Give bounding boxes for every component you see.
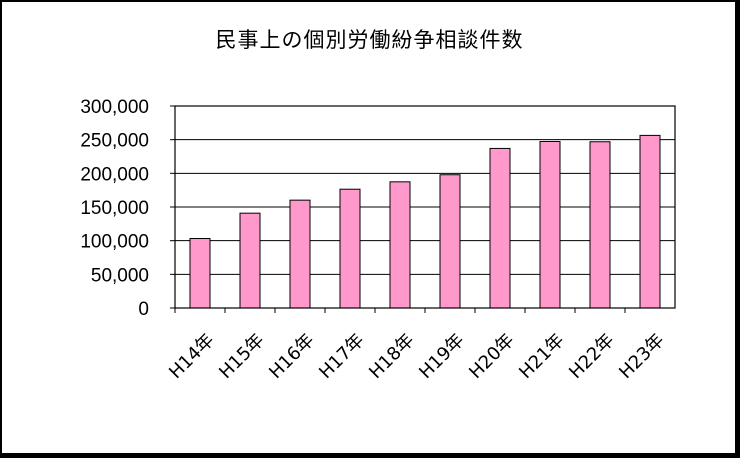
x-tick-label: H18年 (365, 330, 418, 383)
chart-title: 民事上の個別労働紛争相談件数 (215, 28, 524, 52)
bar-H21年 (539, 140, 561, 309)
x-tick-label: H20年 (465, 330, 518, 383)
x-tick-label: H17年 (315, 330, 368, 383)
bar-H23年 (639, 134, 661, 309)
y-tick-label: 100,000 (80, 232, 149, 253)
y-tick-label: 150,000 (80, 198, 149, 219)
bar-H17年 (339, 188, 361, 309)
x-tick-label: H21年 (515, 330, 568, 383)
bar-H14年 (189, 238, 211, 309)
y-tick-label: 300,000 (80, 97, 149, 118)
bar-H18年 (389, 181, 411, 309)
x-tick-label: H15年 (215, 330, 268, 383)
x-tick-label: H23年 (615, 330, 668, 383)
y-tick-label: 0 (138, 299, 149, 320)
bar-H15年 (239, 212, 261, 309)
x-tick-label: H22年 (565, 330, 618, 383)
x-tick-label: H16年 (265, 330, 318, 383)
bar-H20年 (489, 147, 511, 309)
bar-H19年 (439, 174, 461, 309)
x-tick-label: H19年 (415, 330, 468, 383)
x-tick-label: H14年 (165, 330, 218, 383)
plot-area (174, 105, 676, 309)
y-tick-label: 50,000 (91, 265, 149, 286)
y-tick-label: 200,000 (80, 164, 149, 185)
y-axis-tick-labels: 0 50,000 100,000 150,000 200,000 250,000 300,0… (80, 97, 149, 320)
bar-H16年 (289, 199, 311, 309)
bar-H22年 (589, 141, 611, 309)
bars (174, 134, 661, 313)
y-tick-label: 250,000 (80, 131, 149, 152)
